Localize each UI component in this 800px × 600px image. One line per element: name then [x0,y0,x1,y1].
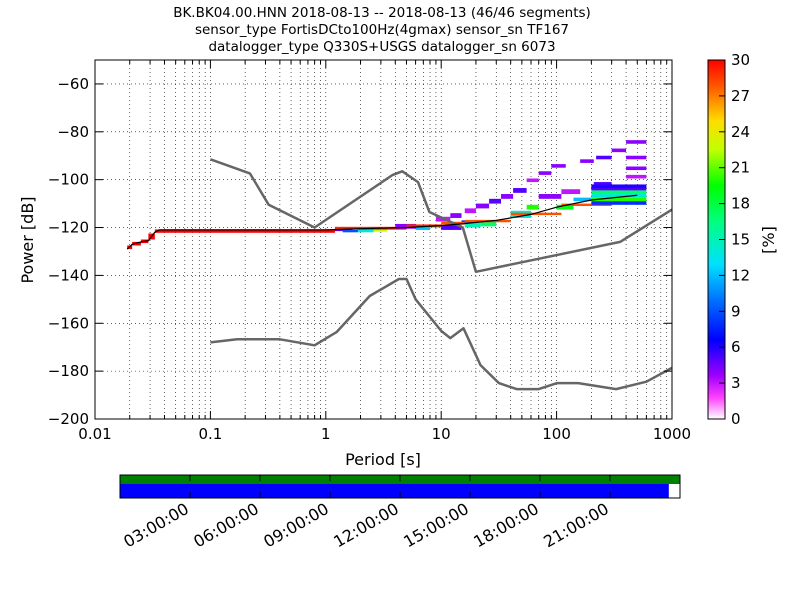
colorbar-tick-label: 6 [731,338,741,356]
colorbar-tick-label: 15 [731,231,750,249]
y-tick-label: −140 [48,266,89,284]
colorbar: 0 3 6 9 12 15 18 21 24 27 30 [%] [707,51,778,428]
x-tick-label: 10 [432,425,451,443]
new-low-noise-model-line [210,277,673,391]
histogram-cell [526,204,539,210]
histogram-cell [342,229,358,233]
histogram-cell [464,222,481,228]
y-axis-label: Power [dB] [18,196,37,283]
histogram-cell [611,148,627,153]
y-tick-label: −80 [57,123,89,141]
colorbar-tick-label: 18 [731,195,750,213]
histogram-cell [154,229,335,233]
colorbar-tick-label: 3 [731,374,741,392]
y-tick-label: −60 [57,75,89,93]
histogram-cell [591,194,647,198]
x-tick-label: 1 [321,425,331,443]
x-tick-label: 100 [542,425,571,443]
colorbar-tick-label: 12 [731,266,750,284]
histogram-cell [406,224,442,227]
histogram-cell [538,171,552,175]
x-axis-label: Period [s] [345,450,421,469]
histogram-cell [513,188,527,193]
histogram-cell [538,194,562,199]
histogram-cell [450,213,462,218]
new-high-noise-model-line [209,158,673,274]
histogram-cell [510,212,562,216]
histogram-cell [591,190,647,195]
histogram-cell [475,203,490,209]
histogram-cell [489,198,502,204]
histogram-cell [480,220,497,227]
y-axis-ticks: −60 −80 −100 −120 −140 −160 −180 −200 [48,75,672,428]
coverage-time-label: 03:00:00 [120,499,192,551]
plot-frame [94,59,673,420]
coverage-data-fill [120,484,669,498]
noise-model-lines [209,158,673,391]
histogram-cell [551,164,566,168]
histogram-cell [593,182,612,186]
plot-background [95,60,672,419]
histogram-cell [395,223,416,229]
colorbar-ticks: 0 3 6 9 12 15 18 21 24 27 30 [719,51,750,428]
histogram-cell [626,174,647,179]
coverage-time-label: 21:00:00 [540,499,612,551]
histogram-cell [626,166,647,171]
histogram-cell [441,225,462,230]
mean-curve-line [126,194,638,250]
y-tick-label: −200 [48,410,89,428]
histogram-cell [526,178,539,183]
y-tick-label: −120 [48,219,89,237]
histogram-cell [556,204,574,210]
histogram-cell [415,225,431,230]
chart-title-line-2: sensor_type FortisDCto100Hz(4gmax) senso… [195,22,569,38]
ppsd-plot-area: 0.01 0.1 1 10 100 1000 −60 −80 −100 −120 −140 −160… [48,59,691,443]
colorbar-tick-label: 24 [731,123,750,141]
coverage-time-label: 12:00:00 [330,499,402,551]
histogram-cell [561,203,612,206]
histogram-cell [591,201,647,205]
colorbar-tick-label: 21 [731,159,750,177]
chart-title-line-1: BK.BK04.00.HNN 2018-08-13 -- 2018-08-13 … [173,5,591,21]
histogram-cell [373,228,388,232]
mean-curve [126,194,638,250]
histogram-cell [626,140,647,144]
histogram-cell [591,197,647,202]
coverage-time-label: 15:00:00 [400,499,472,551]
histogram-cell [580,159,594,163]
x-tick-label: 0.01 [78,425,111,443]
coverage-time-label: 09:00:00 [260,499,332,551]
histogram-cell [561,189,581,195]
histogram-cell [501,194,514,199]
y-tick-label: −160 [48,314,89,332]
histogram-cell [591,184,647,189]
histogram-cell [591,186,647,191]
coverage-time-label: 06:00:00 [190,499,262,551]
histogram-cell [596,155,612,160]
colorbar-tick-label: 27 [731,87,750,105]
colorbar-tick-label: 30 [731,51,750,69]
x-tick-label: 0.1 [198,425,222,443]
y-tick-label: −180 [48,362,89,380]
coverage-time-label: 18:00:00 [470,499,542,551]
x-axis-ticks: 0.01 0.1 1 10 100 1000 [78,60,691,443]
colorbar-tick-label: 9 [731,302,741,320]
colorbar-label: [%] [759,226,778,254]
histogram-cell [464,208,476,214]
chart-title-line-3: datalogger_type Q330S+USGS datalogger_sn… [208,39,555,55]
x-tick-label: 1000 [653,425,691,443]
histogram-cell [626,155,647,160]
histogram-cell [573,197,592,202]
data-coverage-bar: 03:00:0006:00:0009:00:0012:00:0015:00:00… [119,474,681,551]
histogram-cell [357,228,374,233]
y-tick-label: −100 [48,171,89,189]
colorbar-tick-label: 0 [731,410,741,428]
